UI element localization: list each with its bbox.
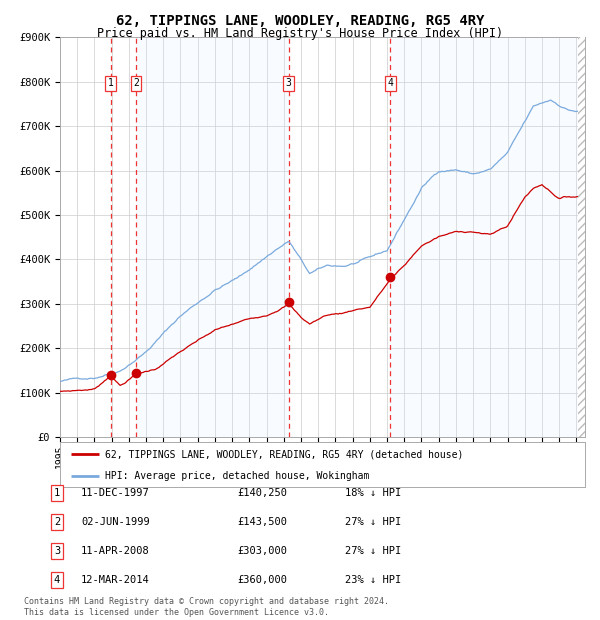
Text: 62, TIPPINGS LANE, WOODLEY, READING, RG5 4RY: 62, TIPPINGS LANE, WOODLEY, READING, RG5… — [116, 14, 484, 28]
Text: 3: 3 — [286, 78, 292, 88]
Text: 2: 2 — [133, 78, 139, 88]
Text: 1: 1 — [54, 488, 60, 498]
Text: 27% ↓ HPI: 27% ↓ HPI — [345, 546, 401, 556]
Text: 23% ↓ HPI: 23% ↓ HPI — [345, 575, 401, 585]
Text: 4: 4 — [54, 575, 60, 585]
Text: 4: 4 — [388, 78, 393, 88]
Text: 1: 1 — [108, 78, 114, 88]
Text: £143,500: £143,500 — [237, 517, 287, 527]
Bar — [136, 37, 289, 437]
Text: Contains HM Land Registry data © Crown copyright and database right 2024.
This d: Contains HM Land Registry data © Crown c… — [24, 598, 389, 617]
Text: 2: 2 — [54, 517, 60, 527]
Text: £360,000: £360,000 — [237, 575, 287, 585]
Text: 12-MAR-2014: 12-MAR-2014 — [81, 575, 150, 585]
Text: 18% ↓ HPI: 18% ↓ HPI — [345, 488, 401, 498]
Text: 3: 3 — [54, 546, 60, 556]
Text: £140,250: £140,250 — [237, 488, 287, 498]
Text: 02-JUN-1999: 02-JUN-1999 — [81, 517, 150, 527]
Text: HPI: Average price, detached house, Wokingham: HPI: Average price, detached house, Woki… — [104, 471, 369, 480]
Text: 27% ↓ HPI: 27% ↓ HPI — [345, 517, 401, 527]
Bar — [391, 37, 581, 437]
Text: 11-APR-2008: 11-APR-2008 — [81, 546, 150, 556]
Text: 62, TIPPINGS LANE, WOODLEY, READING, RG5 4RY (detached house): 62, TIPPINGS LANE, WOODLEY, READING, RG5… — [104, 449, 463, 459]
Text: £303,000: £303,000 — [237, 546, 287, 556]
Text: Price paid vs. HM Land Registry's House Price Index (HPI): Price paid vs. HM Land Registry's House … — [97, 27, 503, 40]
Text: 11-DEC-1997: 11-DEC-1997 — [81, 488, 150, 498]
